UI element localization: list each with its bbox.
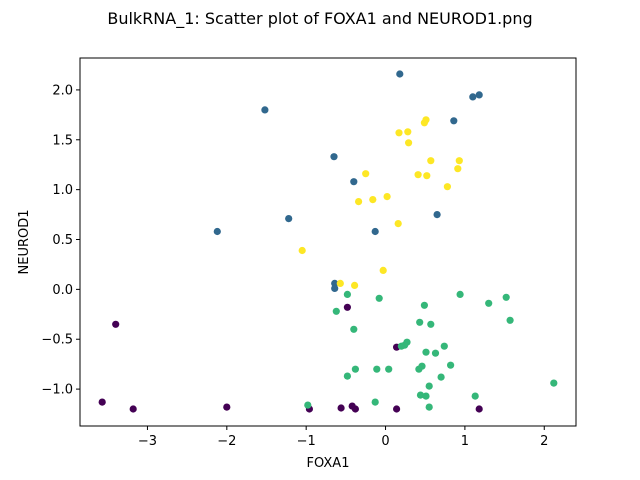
scatter-point <box>423 172 431 180</box>
x-tick-label: 2 <box>540 434 548 449</box>
scatter-point <box>331 279 339 287</box>
y-axis-ticks: −1.0 −0.5 0.0 0.5 1.0 1.5 2.0 <box>41 83 80 398</box>
scatter-point <box>475 405 483 413</box>
scatter-point <box>98 398 106 406</box>
x-tick-label: −3 <box>138 434 157 449</box>
y-tick-label: −0.5 <box>41 333 73 348</box>
y-axis-label: NEUROD1 <box>17 210 32 275</box>
scatter-point <box>475 91 483 99</box>
scatter-point <box>350 178 358 186</box>
scatter-point <box>332 307 340 315</box>
scatter-point <box>485 299 493 307</box>
scatter-point <box>213 227 221 236</box>
scatter-point <box>422 116 430 124</box>
scatter-point <box>455 157 463 165</box>
scatter-point <box>394 220 402 228</box>
scatter-point <box>385 365 393 373</box>
scatter-point <box>355 198 363 206</box>
scatter-point <box>298 246 306 255</box>
scatter-point <box>351 405 359 413</box>
x-axis-label: FOXA1 <box>307 456 350 471</box>
x-tick-label: 0 <box>381 434 389 449</box>
scatter-point <box>379 266 387 274</box>
scatter-point <box>393 405 401 413</box>
scatter-point <box>416 391 425 399</box>
scatter-point <box>469 93 477 101</box>
scatter-point <box>416 318 424 326</box>
scatter-point <box>395 129 403 137</box>
scatter-point <box>456 290 464 298</box>
y-tick-label: 1.5 <box>52 133 73 148</box>
chart-title: BulkRNA_1: Scatter plot of FOXA1 and NEU… <box>107 9 532 29</box>
scatter-point <box>129 405 137 413</box>
scatter-point <box>223 403 231 411</box>
scatter-point <box>330 153 338 161</box>
points-layer <box>98 70 558 413</box>
scatter-point <box>418 362 426 370</box>
scatter-point <box>404 128 412 136</box>
scatter-point <box>397 342 405 350</box>
scatter-point <box>454 165 462 173</box>
scatter-point <box>304 401 312 409</box>
scatter-point <box>433 211 441 219</box>
scatter-point <box>350 325 358 333</box>
scatter-point <box>112 320 120 328</box>
scatter-point <box>440 342 448 350</box>
scatter-point <box>337 404 345 412</box>
scatter-point <box>420 301 428 309</box>
scatter-point <box>373 365 381 373</box>
scatter-point <box>362 170 370 178</box>
scatter-point <box>471 392 479 400</box>
y-tick-label: 0.5 <box>52 233 73 248</box>
scatter-point <box>336 279 344 287</box>
scatter-point <box>343 372 351 380</box>
y-tick-label: 2.0 <box>52 83 73 98</box>
scatter-point <box>443 183 451 191</box>
scatter-point <box>351 281 359 289</box>
scatter-point <box>261 106 269 114</box>
scatter-point <box>550 379 558 387</box>
scatter-point <box>383 193 391 201</box>
scatter-point <box>371 398 379 406</box>
x-axis-ticks: −3 −2 −1 0 1 2 <box>138 426 548 449</box>
scatter-point <box>369 196 377 204</box>
scatter-point <box>371 227 379 236</box>
scatter-point <box>343 303 351 311</box>
scatter-point <box>437 373 445 381</box>
scatter-point <box>450 117 458 125</box>
x-tick-label: −2 <box>217 434 236 449</box>
scatter-point <box>502 293 510 301</box>
scatter-point <box>396 70 404 78</box>
scatter-point <box>343 290 351 298</box>
y-tick-label: 1.0 <box>52 183 73 198</box>
scatter-point <box>506 316 514 324</box>
scatter-point <box>425 382 433 390</box>
scatter-point <box>427 320 435 328</box>
scatter-point <box>425 403 433 411</box>
scatter-point <box>414 171 422 179</box>
scatter-point <box>351 365 359 373</box>
y-tick-label: 0.0 <box>52 283 73 298</box>
x-tick-label: 1 <box>461 434 469 449</box>
scatter-point <box>405 139 413 147</box>
scatter-point <box>422 348 430 356</box>
scatter-point <box>447 361 455 369</box>
scatter-point <box>331 284 339 292</box>
scatter-point <box>431 349 440 357</box>
scatter-point <box>422 392 430 400</box>
scatter-point <box>427 157 435 165</box>
y-tick-label: −1.0 <box>41 383 73 398</box>
scatter-point <box>375 294 383 302</box>
scatter-point <box>285 215 293 223</box>
x-tick-label: −1 <box>297 434 316 449</box>
plot-frame <box>79 57 577 427</box>
